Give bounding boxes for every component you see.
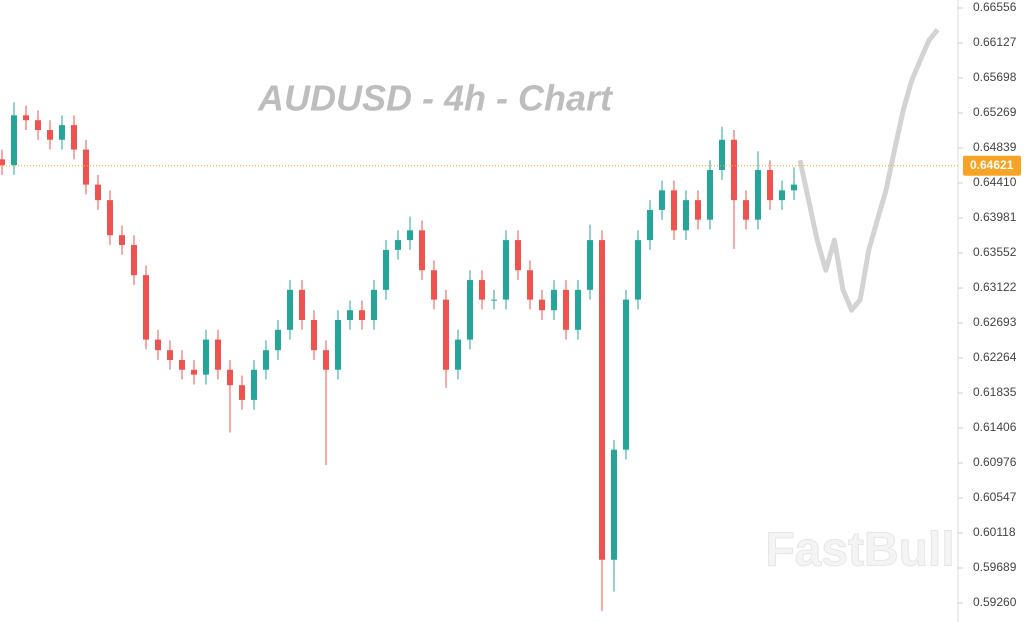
y-tick-label: 0.65269: [973, 105, 1017, 119]
candle-body: [359, 310, 365, 321]
candle-body: [191, 369, 197, 375]
candle-body: [227, 369, 233, 386]
candle-body: [71, 125, 77, 150]
candle-body: [671, 190, 677, 231]
y-tick-label: 0.60118: [973, 525, 1016, 539]
candle-body: [719, 139, 725, 170]
candle-body: [731, 139, 737, 201]
candle-body: [167, 350, 173, 360]
candle-body: [155, 339, 161, 351]
candle-body: [107, 200, 113, 236]
candle-body: [683, 200, 689, 231]
candle-body: [695, 200, 701, 220]
candle-body: [371, 289, 377, 321]
y-tick-label: 0.59689: [973, 560, 1017, 574]
candle-body: [527, 270, 533, 300]
candle-body: [35, 120, 41, 130]
watermark: FastBull: [765, 524, 954, 577]
candle-body: [755, 169, 761, 220]
candle-body: [587, 240, 593, 290]
y-tick-label: 0.59260: [973, 595, 1017, 609]
candle-body: [0, 159, 5, 166]
candle-body: [659, 190, 665, 210]
y-tick-label: 0.63552: [973, 245, 1017, 259]
candle-body: [635, 240, 641, 300]
candle-body: [119, 235, 125, 245]
candle-body: [767, 169, 773, 201]
candle-body: [275, 329, 281, 351]
last-price-tag: [963, 155, 1021, 176]
candle-body: [443, 299, 449, 370]
candle-body: [239, 385, 245, 400]
candle-body: [455, 339, 461, 370]
y-tick-label: 0.64839: [973, 140, 1017, 154]
candle-body: [791, 184, 797, 191]
candle-body: [203, 339, 209, 375]
candle-body: [575, 289, 581, 330]
candle-body: [311, 320, 317, 351]
candle-body: [779, 190, 785, 201]
candle-body: [131, 244, 137, 276]
candle-body: [491, 299, 497, 301]
candle-body: [407, 230, 413, 241]
candle-body: [179, 359, 185, 370]
candle-body: [419, 230, 425, 271]
candle-body: [323, 350, 329, 370]
candle-body: [431, 270, 437, 300]
y-tick-label: 0.66127: [973, 35, 1017, 49]
candle-body: [623, 299, 629, 450]
candle-body: [479, 280, 485, 300]
y-tick-label: 0.61835: [973, 385, 1017, 399]
y-tick-label: 0.62693: [973, 315, 1017, 329]
candle-body: [383, 249, 389, 290]
candle-body: [251, 369, 257, 400]
candle-body: [11, 115, 17, 166]
y-tick-label: 0.62264: [973, 350, 1017, 364]
candle-body: [23, 115, 29, 121]
candle-body: [743, 200, 749, 220]
chart-title: AUDUSD - 4h - Chart: [257, 78, 614, 119]
forecast-line: [797, 28, 940, 313]
candle-body: [395, 240, 401, 250]
y-tick-label: 0.60976: [973, 455, 1017, 469]
candle-body: [515, 240, 521, 271]
candle-body: [563, 289, 569, 330]
candle-body: [611, 449, 617, 560]
last-price-label: 0.64621: [970, 158, 1014, 172]
candle-body: [263, 350, 269, 370]
y-tick-label: 0.65698: [973, 70, 1017, 84]
candle-body: [539, 299, 545, 311]
candle-body: [83, 149, 89, 185]
y-tick-label: 0.66556: [973, 0, 1017, 14]
candle-body: [647, 209, 653, 241]
candle-body: [347, 310, 353, 321]
y-tick-label: 0.64410: [973, 175, 1017, 189]
y-tick-label: 0.60547: [973, 490, 1017, 504]
candle-body: [215, 339, 221, 370]
candle-body: [503, 240, 509, 300]
y-tick-label: 0.63981: [973, 210, 1017, 224]
candle-body: [95, 184, 101, 201]
candle-body: [467, 280, 473, 340]
candle-body: [599, 240, 605, 560]
candle-body: [287, 289, 293, 330]
candle-body: [59, 125, 65, 140]
candle-body: [299, 289, 305, 321]
y-tick-label: 0.61406: [973, 420, 1017, 434]
candle-body: [551, 289, 557, 311]
candle-body: [143, 275, 149, 340]
candle-body: [335, 320, 341, 370]
candle-body: [47, 129, 53, 140]
candle-body: [707, 169, 713, 220]
y-tick-label: 0.63122: [973, 280, 1017, 294]
